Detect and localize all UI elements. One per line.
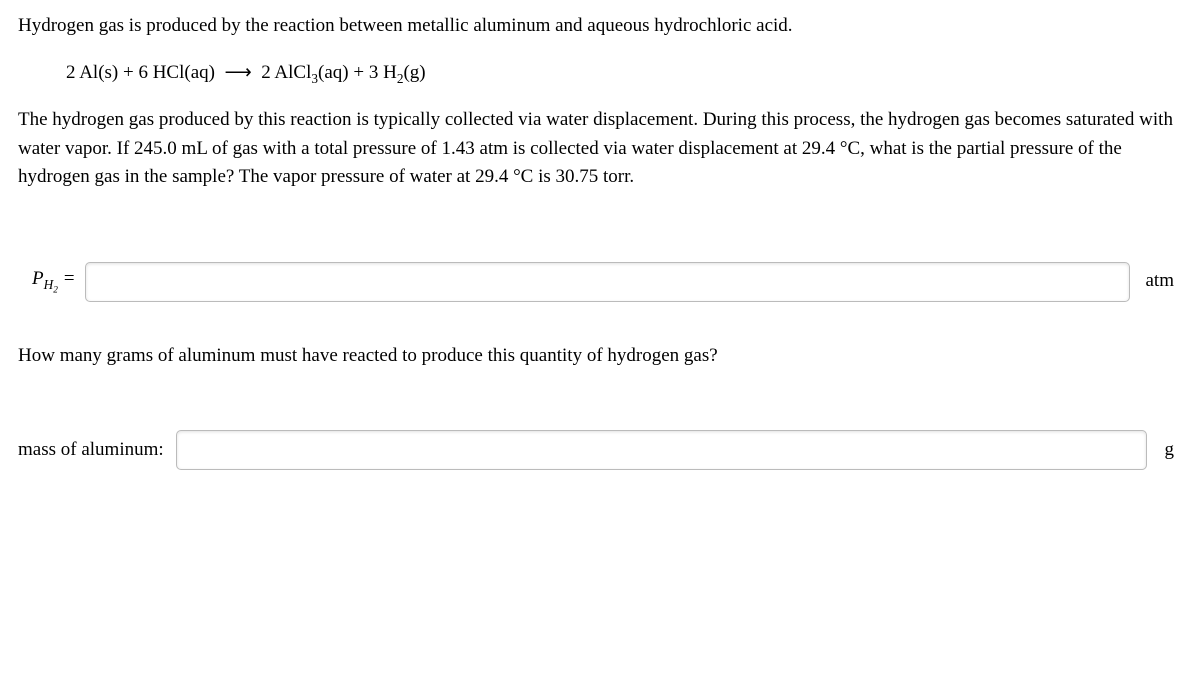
answer-row-pressure: PH2 = atm — [18, 262, 1182, 302]
chemical-equation: 2 Al(s) + 6 HCl(aq) ⟶ 2 AlCl3(aq) + 3 H2… — [66, 59, 1182, 89]
problem-body: The hydrogen gas produced by this reacti… — [18, 106, 1182, 192]
pressure-input[interactable] — [85, 262, 1129, 302]
pressure-label: PH2 = — [32, 265, 75, 298]
mass-input[interactable] — [176, 430, 1147, 470]
pressure-unit: atm — [1146, 267, 1175, 296]
question-2: How many grams of aluminum must have rea… — [18, 342, 1182, 371]
answer-row-mass: mass of aluminum: g — [18, 430, 1182, 470]
mass-label: mass of aluminum: — [18, 436, 164, 465]
problem-intro: Hydrogen gas is produced by the reaction… — [18, 12, 1182, 41]
mass-unit: g — [1165, 436, 1175, 465]
